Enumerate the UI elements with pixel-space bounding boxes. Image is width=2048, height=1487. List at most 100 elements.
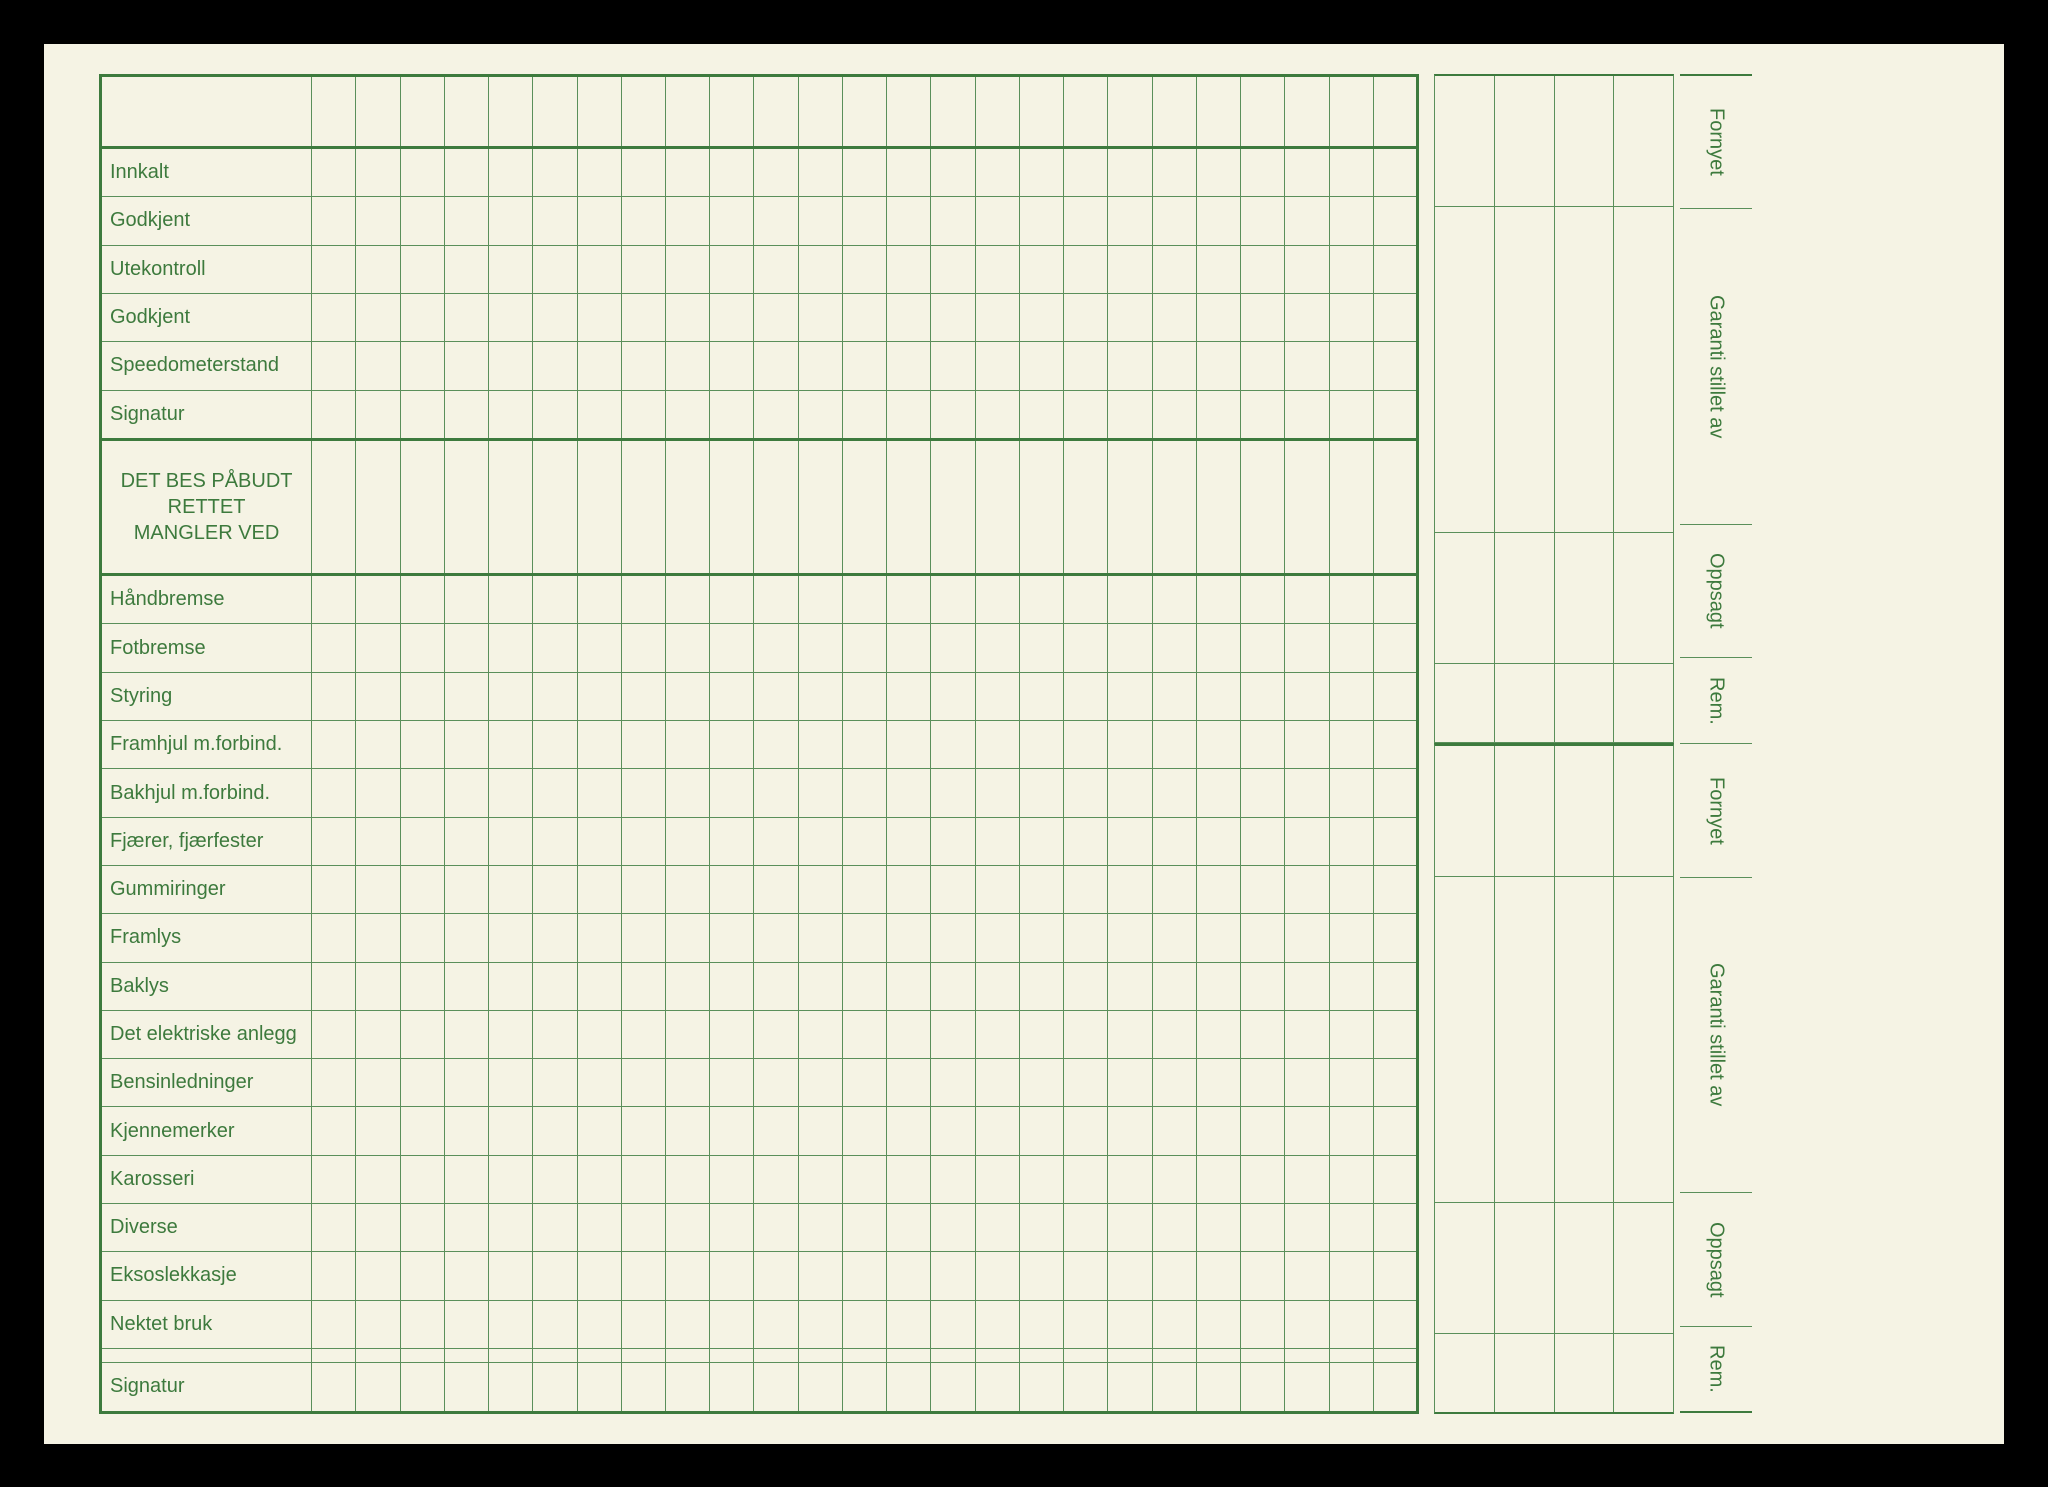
- grid-cell: [489, 1362, 533, 1412]
- grid-cell: [577, 914, 621, 962]
- grid-cell: [975, 75, 1019, 147]
- grid-cell: [356, 390, 400, 440]
- grid-cell: [356, 1348, 400, 1362]
- side-block: [1434, 533, 1674, 664]
- grid-cell: [1241, 293, 1285, 341]
- grid-cell: [1373, 914, 1417, 962]
- grid-cell: [356, 817, 400, 865]
- grid-cell: [1285, 1348, 1329, 1362]
- grid-cell: [400, 75, 444, 147]
- grid-cell: [400, 1107, 444, 1155]
- row-label: Godkjent: [101, 293, 312, 341]
- grid-cell: [621, 1155, 665, 1203]
- table-row: Fjærer, fjærfester: [101, 817, 1418, 865]
- grid-cell: [444, 721, 488, 769]
- grid-cell: [1064, 1155, 1108, 1203]
- grid-cell: [312, 1204, 356, 1252]
- grid-cell: [1285, 769, 1329, 817]
- grid-cell: [1108, 962, 1152, 1010]
- table-row: Det elektriske anlegg: [101, 1010, 1418, 1058]
- grid-cell: [754, 1348, 798, 1362]
- grid-cell: [975, 245, 1019, 293]
- grid-cell: [1241, 962, 1285, 1010]
- grid-cell: [665, 1300, 709, 1348]
- grid-cell: [1241, 865, 1285, 913]
- grid-cell: [1152, 1362, 1196, 1412]
- side-grid-col: [1495, 746, 1555, 876]
- grid-cell: [1152, 1155, 1196, 1203]
- grid-cell: [1152, 390, 1196, 440]
- grid-cell: [1019, 245, 1063, 293]
- grid-cell: [1152, 769, 1196, 817]
- grid-cell: [533, 245, 577, 293]
- grid-cell: [931, 1059, 975, 1107]
- grid-cell: [754, 390, 798, 440]
- side-grid-col: [1495, 76, 1555, 206]
- grid-cell: [356, 769, 400, 817]
- grid-cell: [1373, 721, 1417, 769]
- grid-cell: [1019, 1252, 1063, 1300]
- grid-cell: [533, 342, 577, 390]
- grid-cell: [1285, 293, 1329, 341]
- grid-cell: [1373, 769, 1417, 817]
- grid-cell: [1285, 962, 1329, 1010]
- grid-cell: [1329, 1059, 1373, 1107]
- grid-cell: [312, 721, 356, 769]
- grid-cell: [887, 721, 931, 769]
- grid-cell: [1019, 1107, 1063, 1155]
- grid-cell: [312, 817, 356, 865]
- grid-cell: [533, 1348, 577, 1362]
- grid-cell: [1196, 914, 1240, 962]
- grid-cell: [887, 865, 931, 913]
- grid-cell: [1373, 1362, 1417, 1412]
- grid-cell: [1108, 1107, 1152, 1155]
- grid-cell: [1329, 769, 1373, 817]
- grid-cell: [444, 293, 488, 341]
- grid-cell: [1064, 1348, 1108, 1362]
- grid-cell: [1108, 147, 1152, 197]
- grid-cell: [489, 672, 533, 720]
- side-grid-col: [1435, 877, 1495, 1202]
- grid-cell: [1152, 865, 1196, 913]
- grid-cell: [887, 342, 931, 390]
- grid-cell: [710, 1362, 754, 1412]
- grid-cell: [887, 197, 931, 245]
- grid-cell: [665, 769, 709, 817]
- grid-cell: [975, 865, 1019, 913]
- grid-cell: [1241, 1252, 1285, 1300]
- grid-cell: [1019, 1155, 1063, 1203]
- grid-cell: [1196, 1204, 1240, 1252]
- row-label: Signatur: [101, 390, 312, 440]
- grid-cell: [887, 914, 931, 962]
- grid-cell: [621, 962, 665, 1010]
- grid-cell: [798, 1059, 842, 1107]
- side-grid-col: [1614, 207, 1673, 532]
- grid-cell: [1064, 574, 1108, 624]
- grid-cell: [312, 440, 356, 574]
- grid-cell: [754, 75, 798, 147]
- side-grid-col: [1435, 664, 1495, 742]
- grid-cell: [1152, 342, 1196, 390]
- table-row: Innkalt: [101, 147, 1418, 197]
- grid-cell: [842, 1155, 886, 1203]
- grid-cell: [665, 624, 709, 672]
- grid-cell: [1373, 1010, 1417, 1058]
- side-grid-col: [1495, 533, 1555, 663]
- grid-cell: [1064, 75, 1108, 147]
- grid-cell: [754, 245, 798, 293]
- grid-cell: [1108, 1252, 1152, 1300]
- grid-cell: [444, 342, 488, 390]
- grid-cell: [1108, 817, 1152, 865]
- grid-cell: [1108, 1155, 1152, 1203]
- grid-cell: [710, 624, 754, 672]
- row-label: Styring: [101, 672, 312, 720]
- grid-cell: [798, 914, 842, 962]
- grid-cell: [1196, 293, 1240, 341]
- grid-cell: [1373, 574, 1417, 624]
- grid-cell: [975, 440, 1019, 574]
- grid-cell: [1196, 672, 1240, 720]
- grid-cell: [710, 1107, 754, 1155]
- grid-cell: [975, 390, 1019, 440]
- grid-cell: [1329, 1204, 1373, 1252]
- grid-cell: [1019, 342, 1063, 390]
